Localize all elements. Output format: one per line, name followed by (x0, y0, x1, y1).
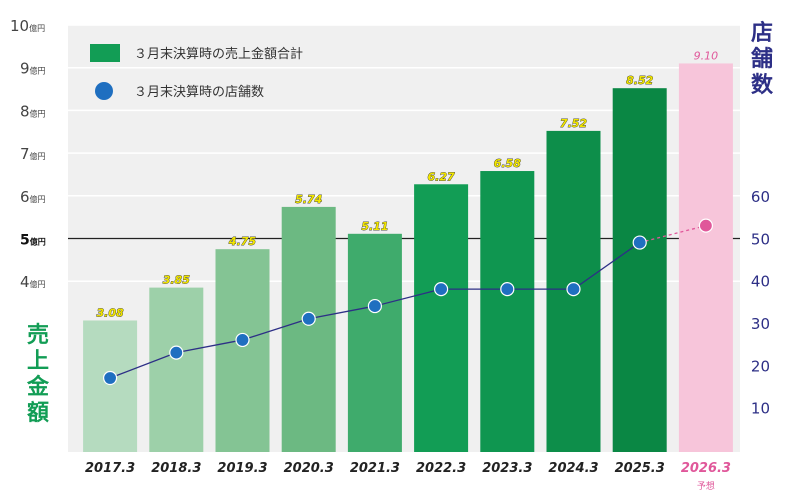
bar-2021.3 (347, 233, 402, 452)
left-tick-label: 10億円 (10, 17, 45, 35)
bar-value-label: 3.85 (163, 274, 190, 287)
left-tick-label: 7億円 (20, 145, 46, 163)
left-tick-label: 6億円 (20, 188, 46, 206)
bar-value-label: 5.11 (361, 220, 388, 233)
store-count-forecast-line (639, 225, 707, 244)
x-tick-label: 2021.3 (350, 461, 400, 476)
right-tick-label: 20 (751, 357, 770, 375)
bar-series (83, 63, 733, 453)
right-tick-label: 50 (751, 230, 770, 248)
grid-lines (68, 24, 740, 282)
value-labels: 3.08 3.85 4.75 5.74 5.11 6.27 6.58 7.52 8.52 9.10 (96, 49, 719, 319)
bar-2017.3 (83, 320, 138, 452)
x-tick-label: 2026.3 (681, 461, 731, 476)
bar-2020.3 (281, 206, 336, 452)
bar-value-label: 6.27 (428, 170, 455, 183)
store-count-point (301, 311, 316, 326)
left-tick-label: 9億円 (20, 60, 46, 78)
bar-2025.3 (612, 88, 667, 453)
left-axis-title: 売上金額 (26, 322, 50, 426)
x-tick-label: 2025.3 (615, 461, 665, 476)
store-count-point (500, 282, 515, 297)
store-count-point (235, 332, 250, 348)
bar-2022.3 (414, 184, 469, 452)
forecast-note: 予想 (697, 480, 715, 492)
x-tick-label: 2024.3 (548, 461, 598, 476)
bar-2019.3 (215, 249, 270, 452)
x-tick-label: 2018.3 (151, 461, 201, 476)
bar-value-label: 8.52 (626, 74, 653, 87)
store-count-point (367, 298, 382, 314)
bar-value-label: 9.10 (694, 49, 719, 62)
bar-value-label: 6.58 (494, 157, 521, 170)
right-tick-label: 40 (751, 273, 770, 291)
x-tick-label: 2017.3 (85, 461, 135, 476)
x-tick-label: 2022.3 (416, 461, 466, 476)
store-count-point (698, 218, 714, 233)
bar-2023.3 (480, 171, 535, 452)
right-tick-label: 30 (751, 315, 770, 333)
left-tick-label: 4億円 (20, 273, 46, 291)
right-tick-label: 60 (751, 188, 770, 206)
store-count-point (434, 282, 449, 297)
right-axis-title: 店舗数 (750, 21, 774, 98)
bar-value-label: 7.52 (560, 117, 587, 130)
legend-line-label: ３月末決算時の店舗数 (134, 85, 264, 100)
line-series (102, 218, 714, 386)
bar-value-label: 4.75 (228, 235, 256, 248)
left-tick-label: 8億円 (20, 102, 46, 120)
bar-2018.3 (149, 287, 204, 452)
x-tick-label: 2023.3 (482, 461, 532, 476)
axes: 4億円 5億円 6億円 7億円 8億円 9億円 10億円 10 20 30 40 50 60 2017.3… (10, 17, 770, 492)
store-count-point (632, 235, 647, 250)
right-tick-label: 10 (751, 400, 770, 418)
bar-value-label: 5.74 (295, 193, 322, 206)
x-tick-label: 2020.3 (284, 461, 334, 476)
bar-2026.3 (678, 63, 733, 453)
left-tick-label: 5億円 (20, 233, 46, 249)
legend-bar-swatch (90, 44, 120, 62)
legend: ３月末決算時の売上金額合計 ３月末決算時の店舗数 (90, 44, 303, 100)
bar-value-label: 3.08 (97, 306, 124, 319)
legend-bar-label: ３月末決算時の売上金額合計 (134, 46, 303, 62)
x-tick-label: 2019.3 (217, 461, 267, 476)
store-count-point (102, 370, 118, 386)
store-count-point (566, 282, 581, 297)
store-count-point (169, 345, 184, 360)
legend-dot-swatch (95, 82, 113, 100)
